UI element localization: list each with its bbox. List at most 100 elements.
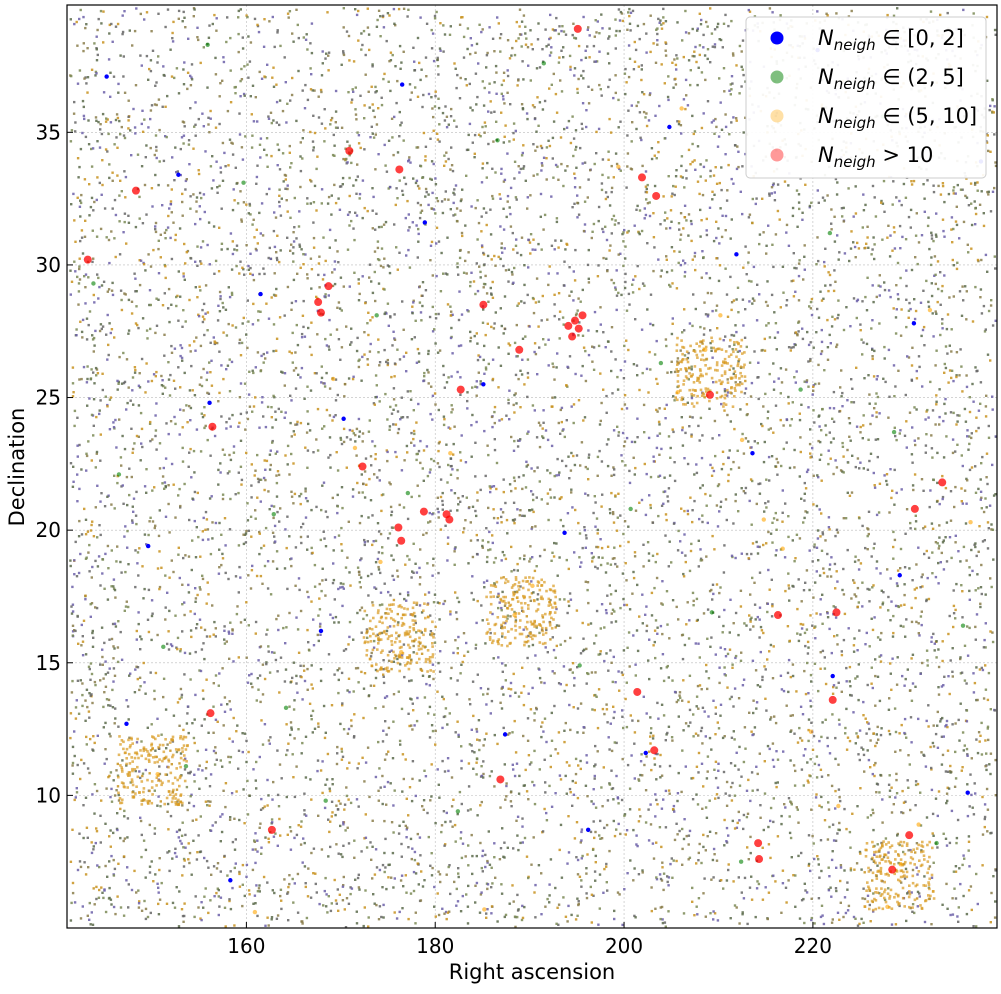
series-2-point bbox=[836, 804, 840, 808]
series-2-point bbox=[809, 730, 813, 734]
series-3-point bbox=[457, 386, 465, 394]
series-0-point bbox=[481, 382, 485, 386]
series-1-point bbox=[577, 663, 581, 667]
y-tick-label: 20 bbox=[36, 518, 61, 542]
series-2-point bbox=[155, 772, 159, 776]
series-3-point bbox=[479, 301, 487, 309]
series-1-point bbox=[542, 61, 546, 65]
series-3-point bbox=[888, 866, 896, 874]
series-3-point bbox=[345, 147, 353, 155]
y-axis-label: Declination bbox=[5, 408, 29, 527]
series-3-point bbox=[515, 346, 523, 354]
series-2-point bbox=[482, 907, 486, 911]
series-0-point bbox=[562, 531, 566, 535]
series-3-point bbox=[564, 322, 572, 330]
series-2-point bbox=[780, 547, 784, 551]
series-0-point bbox=[831, 674, 835, 678]
series-0-point bbox=[258, 292, 262, 296]
series-0-point bbox=[586, 828, 590, 832]
series-3-point bbox=[832, 608, 840, 616]
series-2-point bbox=[762, 517, 766, 521]
legend: Nneigh ∈ [0, 2]Nneigh ∈ (2, 5]Nneigh ∈ (… bbox=[746, 17, 986, 178]
series-0-point bbox=[176, 173, 180, 177]
series-2-point bbox=[885, 905, 889, 909]
series-1-point bbox=[184, 764, 188, 768]
series-1-point bbox=[284, 706, 288, 710]
series-0-point bbox=[423, 220, 427, 224]
series-3-point bbox=[207, 709, 215, 717]
series-1-point bbox=[892, 430, 896, 434]
series-3-point bbox=[359, 463, 367, 471]
series-2-point bbox=[253, 910, 257, 914]
x-tick-label: 220 bbox=[794, 934, 832, 958]
series-1-point bbox=[495, 138, 499, 142]
series-3-point bbox=[397, 537, 405, 545]
series-2-point bbox=[928, 308, 932, 312]
series-1-point bbox=[406, 491, 410, 495]
series-3-point bbox=[938, 478, 946, 486]
series-0-point bbox=[104, 74, 108, 78]
series-3-point bbox=[443, 510, 451, 518]
series-2-point bbox=[353, 446, 357, 450]
series-3-point bbox=[394, 524, 402, 532]
series-2-point bbox=[378, 560, 382, 564]
series-1-point bbox=[628, 507, 632, 511]
series-0-point bbox=[146, 544, 150, 548]
y-tick-label: 35 bbox=[36, 120, 61, 144]
series-0-point bbox=[341, 417, 345, 421]
series-1-point bbox=[828, 231, 832, 235]
series-3-point bbox=[268, 826, 276, 834]
series-3-point bbox=[496, 775, 504, 783]
series-3-point bbox=[755, 855, 763, 863]
series-0-point bbox=[319, 629, 323, 633]
legend-marker bbox=[771, 32, 784, 45]
series-3-point bbox=[911, 505, 919, 513]
series-1-point bbox=[798, 387, 802, 391]
series-3-point bbox=[650, 746, 658, 754]
legend-marker bbox=[771, 149, 784, 162]
series-1-point bbox=[659, 361, 663, 365]
series-3-point bbox=[774, 611, 782, 619]
series-2-point bbox=[679, 106, 683, 110]
series-1-point bbox=[961, 623, 965, 627]
series-2-point bbox=[331, 377, 335, 381]
series-3-point bbox=[829, 696, 837, 704]
series-3-point bbox=[905, 831, 913, 839]
series-2-point bbox=[703, 348, 707, 352]
x-tick-label: 160 bbox=[227, 934, 265, 958]
x-tick-label: 180 bbox=[416, 934, 454, 958]
series-3-point bbox=[706, 391, 714, 399]
series-3-point bbox=[568, 333, 576, 341]
y-tick-label: 30 bbox=[36, 253, 61, 277]
series-3-point bbox=[132, 187, 140, 195]
series-2-point bbox=[512, 613, 516, 617]
series-0-point bbox=[503, 732, 507, 736]
series-0-point bbox=[207, 401, 211, 405]
series-3-point bbox=[652, 192, 660, 200]
y-tick-label: 15 bbox=[36, 651, 61, 675]
x-axis-label: Right ascension bbox=[449, 960, 616, 984]
series-0-point bbox=[898, 573, 902, 577]
series-3-point bbox=[574, 25, 582, 33]
series-1-point bbox=[456, 809, 460, 813]
series-0-point bbox=[667, 125, 671, 129]
series-1-point bbox=[324, 798, 328, 802]
series-2-point bbox=[399, 650, 403, 654]
series-0-point bbox=[966, 791, 970, 795]
series-0-point bbox=[750, 451, 754, 455]
x-tick-label: 200 bbox=[605, 934, 643, 958]
series-3-point bbox=[633, 688, 641, 696]
series-1-point bbox=[374, 313, 378, 317]
series-1-point bbox=[117, 472, 121, 476]
series-3-point bbox=[575, 325, 583, 333]
legend-marker bbox=[771, 71, 784, 84]
series-2-point bbox=[740, 438, 744, 442]
series-3-point bbox=[317, 309, 325, 317]
series-1-point bbox=[241, 181, 245, 185]
y-tick-label: 10 bbox=[36, 783, 61, 807]
series-1-point bbox=[739, 859, 743, 863]
series-3-point bbox=[638, 173, 646, 181]
series-2-point bbox=[676, 390, 680, 394]
